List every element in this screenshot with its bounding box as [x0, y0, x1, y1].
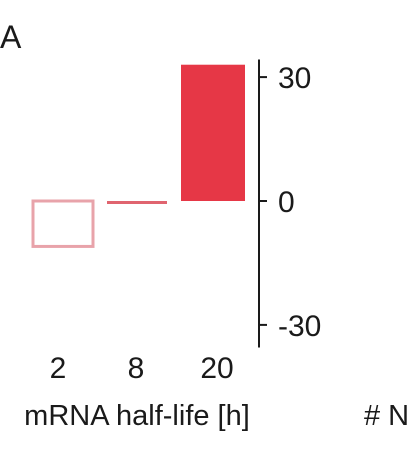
y-tick-label: -30: [278, 310, 321, 343]
x-axis-title: mRNA half-life [h]: [24, 400, 250, 432]
x-tick-label-20: 20: [200, 352, 233, 385]
bars-group: [31, 64, 245, 248]
y-tick-label: 30: [278, 62, 311, 95]
bar-2: [31, 199, 95, 248]
panel-label: A: [0, 19, 22, 55]
bar-20: [181, 64, 245, 202]
y-tick-label: 0: [278, 186, 295, 219]
bar-8: [107, 201, 167, 204]
x-tick-label-2: 2: [50, 352, 67, 385]
x-tick-labels: 2 8 20: [50, 352, 234, 385]
x-tick-label-8: 8: [128, 352, 145, 385]
y-axis: 30 0 -30: [258, 59, 321, 348]
neighbor-panel-fragment: # N: [364, 400, 409, 432]
